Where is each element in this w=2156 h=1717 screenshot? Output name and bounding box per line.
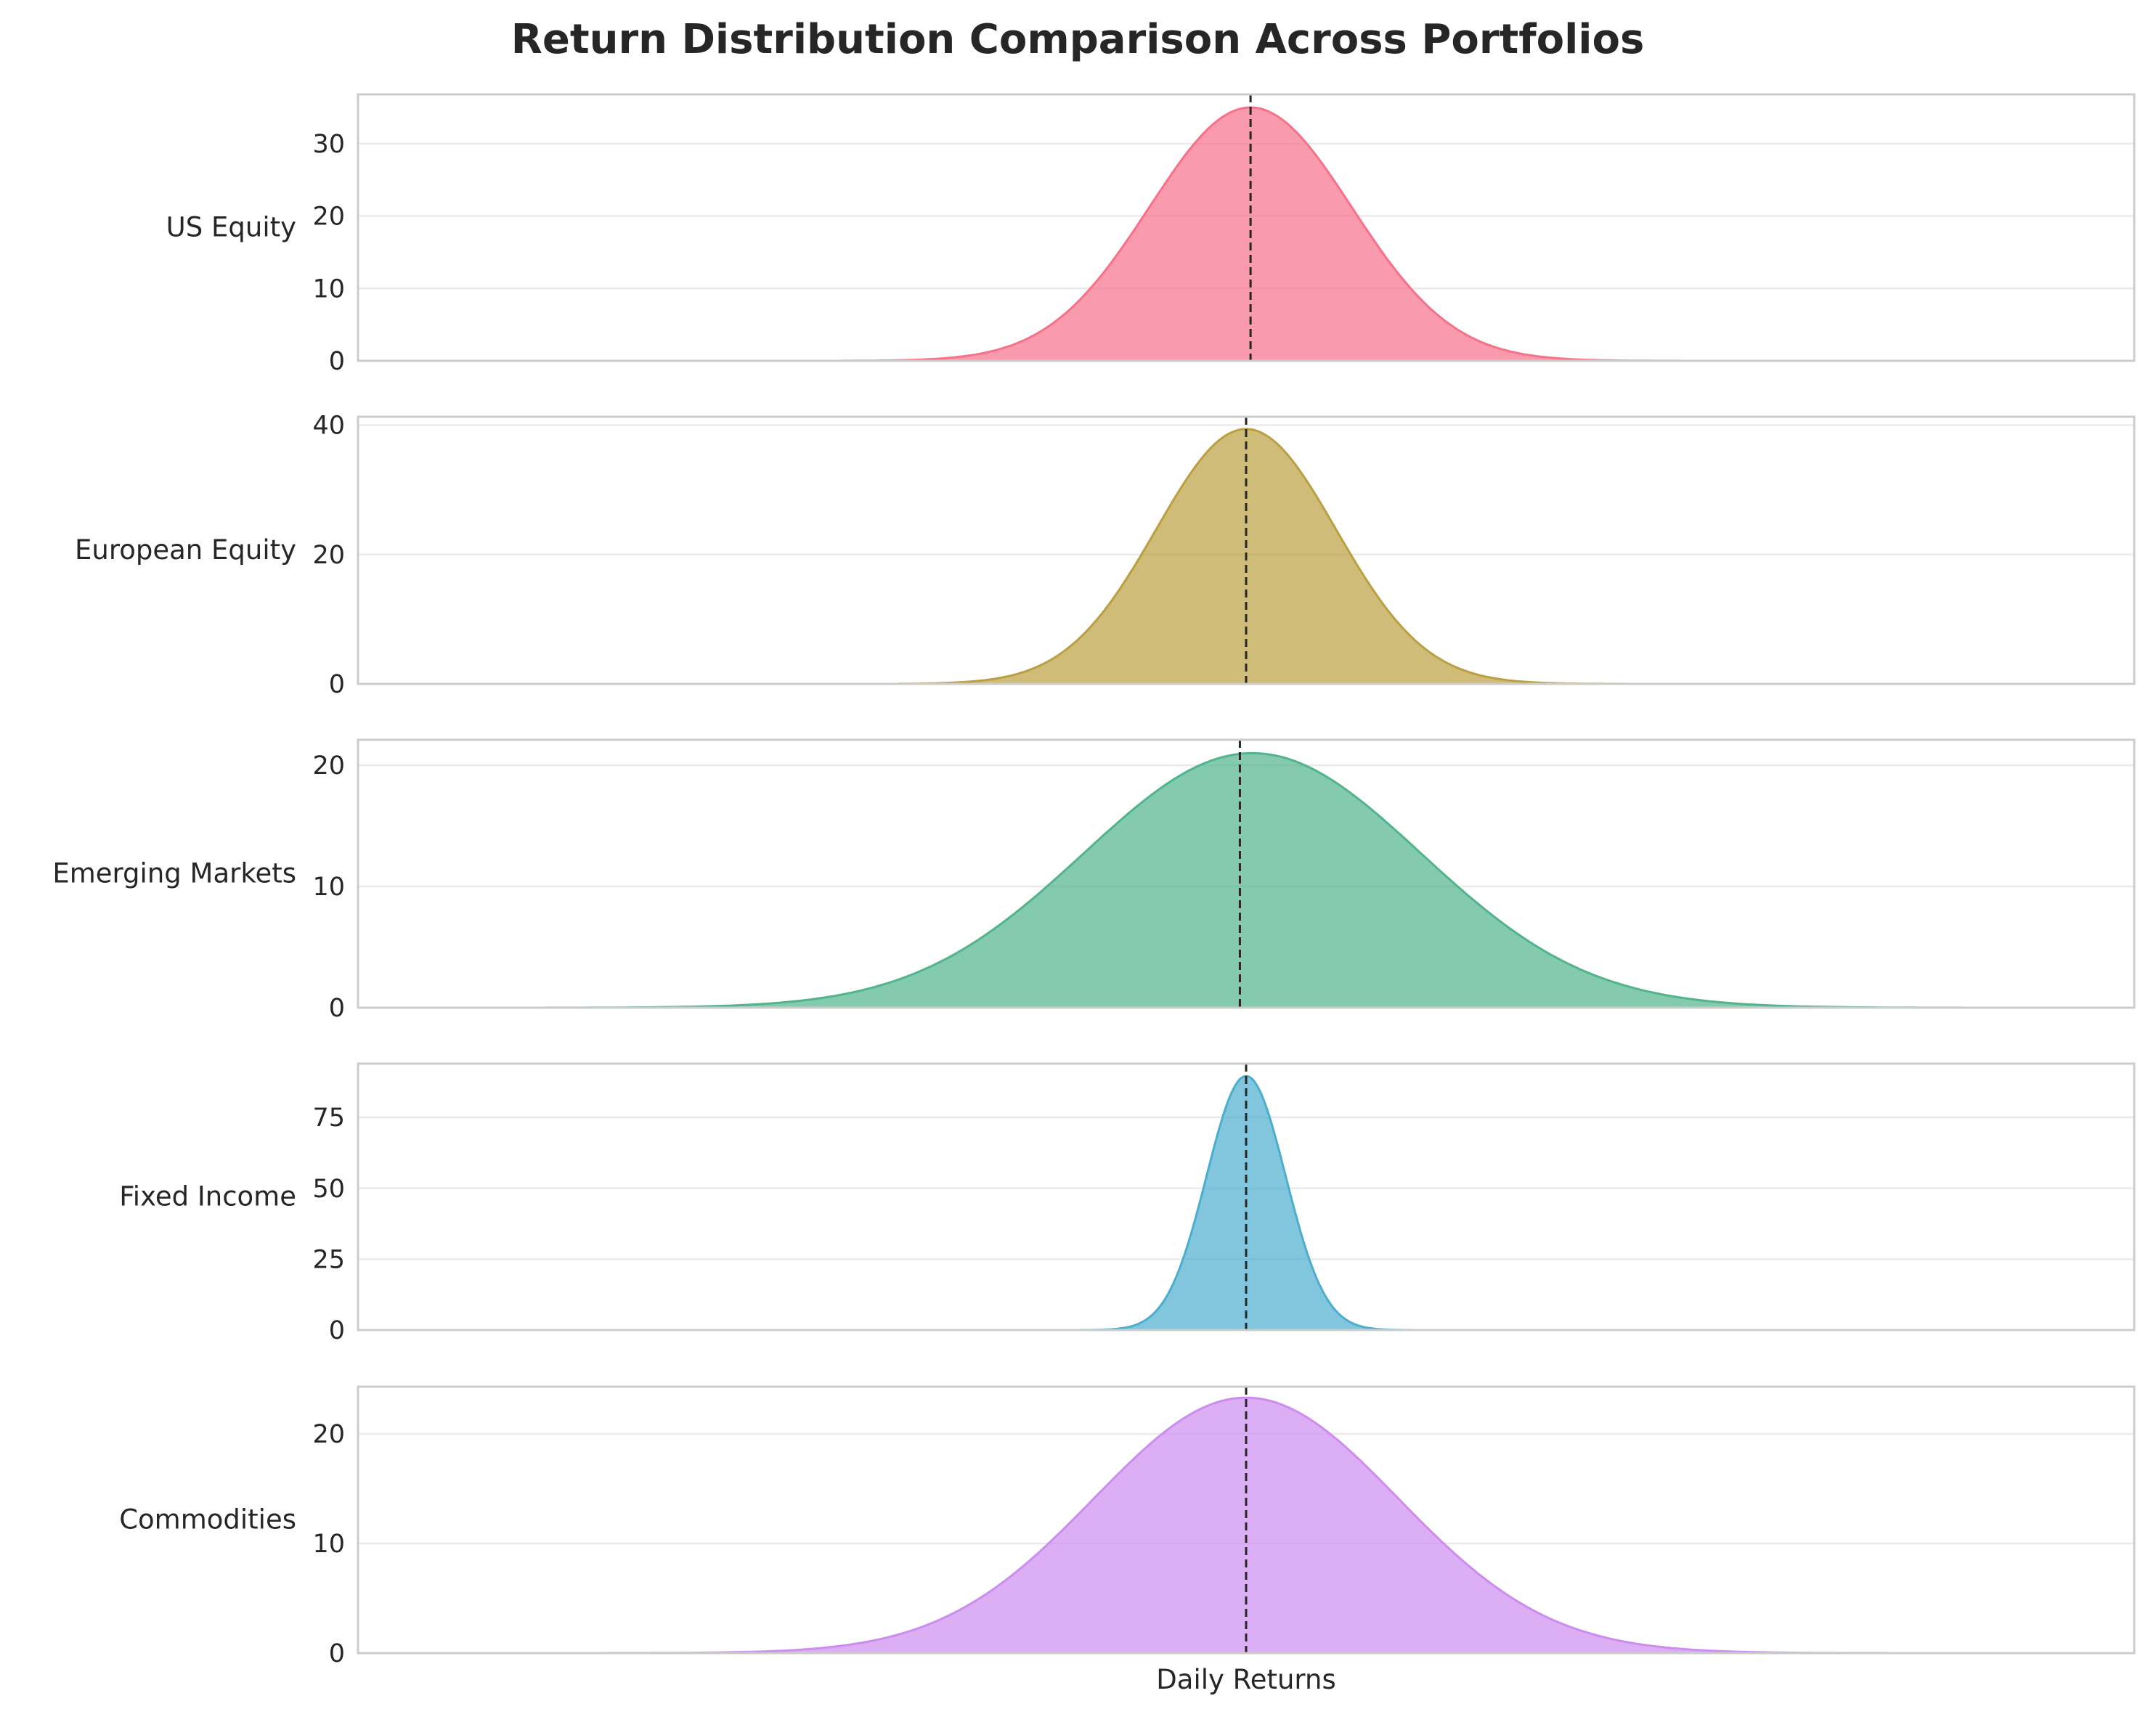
panels: 0 10 20 30 US Equity 0 20 40 European Equity 0 10 2… bbox=[52, 93, 2136, 1668]
panel-us-equity: 0 10 20 30 US Equity bbox=[166, 93, 2136, 376]
density-area-us-equity bbox=[841, 107, 1850, 361]
plot-frame-european-equity bbox=[357, 415, 2136, 685]
plot-frame-commodities bbox=[357, 1385, 2136, 1655]
series-label-emerging-markets: Emerging Markets bbox=[52, 858, 296, 889]
density-line-commodities bbox=[582, 1396, 1973, 1655]
ytick-label-us-equity-30: 30 bbox=[312, 130, 345, 159]
panel-fixed-income: 0 25 50 75 Fixed Income bbox=[119, 1062, 2136, 1345]
ytick-label-european-equity-40: 40 bbox=[312, 412, 345, 441]
x-axis-label: Daily Returns bbox=[1156, 1664, 1335, 1695]
ytick-label-fixed-income-50: 50 bbox=[312, 1175, 345, 1204]
ytick-label-commodities-20: 20 bbox=[312, 1420, 345, 1449]
ytick-label-us-equity-10: 10 bbox=[312, 274, 345, 303]
ytick-label-emerging-markets-0: 0 bbox=[329, 994, 345, 1023]
panel-commodities: 0 10 20 Commodities bbox=[119, 1385, 2136, 1668]
density-line-fixed-income bbox=[1065, 1074, 1424, 1331]
plot-frame-fixed-income bbox=[357, 1062, 2136, 1331]
density-area-commodities bbox=[582, 1398, 1973, 1653]
density-area-fixed-income bbox=[1065, 1076, 1424, 1330]
ytick-label-us-equity-20: 20 bbox=[312, 203, 345, 232]
ytick-label-commodities-10: 10 bbox=[312, 1530, 345, 1559]
series-label-us-equity: US Equity bbox=[166, 212, 296, 243]
ytick-label-fixed-income-25: 25 bbox=[312, 1245, 345, 1274]
density-area-european-equity bbox=[898, 428, 1738, 684]
panel-european-equity: 0 20 40 European Equity bbox=[75, 412, 2136, 699]
plot-frame-emerging-markets bbox=[357, 738, 2136, 1009]
ytick-label-fixed-income-75: 75 bbox=[312, 1104, 345, 1133]
ytick-label-european-equity-20: 20 bbox=[312, 541, 345, 570]
chart-title: Return Distribution Comparison Across Po… bbox=[511, 16, 1645, 63]
ytick-label-us-equity-0: 0 bbox=[329, 347, 345, 376]
ytick-label-emerging-markets-10: 10 bbox=[312, 873, 345, 902]
ytick-label-european-equity-0: 0 bbox=[329, 670, 345, 699]
ytick-label-fixed-income-0: 0 bbox=[329, 1316, 345, 1345]
density-area-emerging-markets bbox=[435, 753, 2093, 1008]
series-label-european-equity: European Equity bbox=[75, 534, 296, 566]
ytick-label-emerging-markets-20: 20 bbox=[312, 751, 345, 780]
series-label-fixed-income: Fixed Income bbox=[119, 1181, 296, 1212]
panel-emerging-markets: 0 10 20 Emerging Markets bbox=[52, 738, 2136, 1023]
ytick-label-commodities-0: 0 bbox=[329, 1639, 345, 1668]
series-label-commodities: Commodities bbox=[119, 1504, 296, 1535]
plot-frame-us-equity bbox=[357, 93, 2136, 362]
